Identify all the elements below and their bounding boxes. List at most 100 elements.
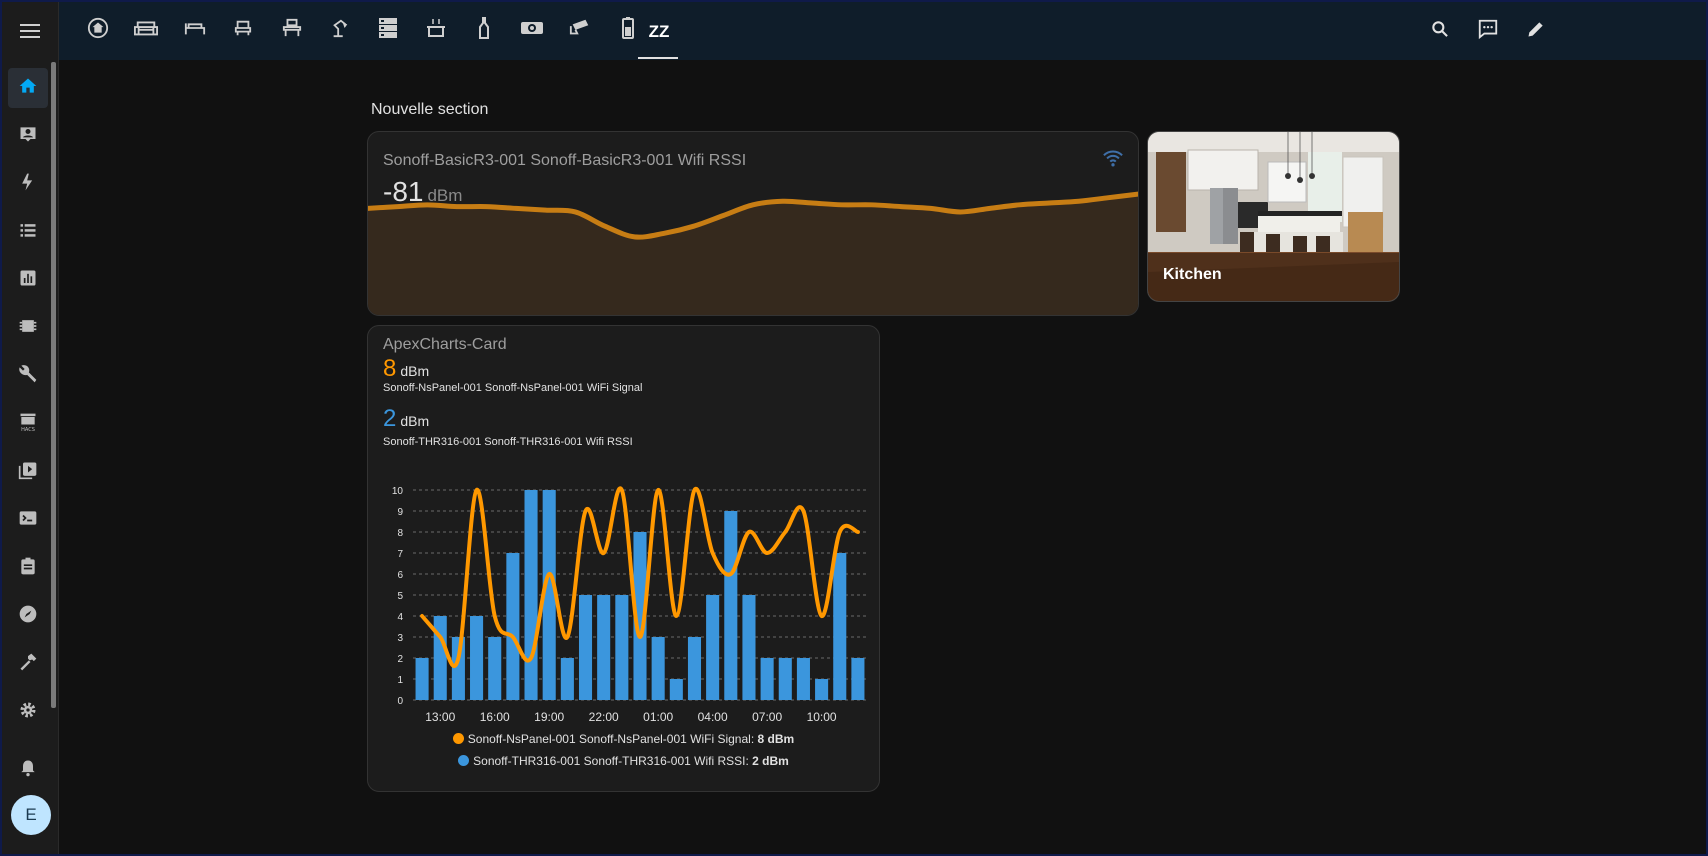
sidebar-item-hacs[interactable]: HACS [8,404,48,444]
tab-seat[interactable] [224,11,262,49]
y-tick-label: 0 [397,696,403,707]
sidebar-item-esphome[interactable] [8,308,48,348]
sofa-icon [134,18,158,43]
tab-cctv[interactable] [561,11,599,49]
svg-text:HACS: HACS [21,427,35,433]
sidebar-item-media[interactable] [8,452,48,492]
sensor-name: Sonoff-BasicR3-001 Sonoff-BasicR3-001 Wi… [383,152,747,169]
x-tick-label: 01:00 [643,710,673,724]
desk-lamp-icon [330,18,350,43]
tab-kitchen[interactable] [417,11,455,49]
sidebar-item-terminal[interactable] [8,500,48,540]
media-icon [18,460,38,485]
sidebar-item-todo[interactable] [8,548,48,588]
assist-button[interactable] [1469,12,1507,50]
tab-living-room[interactable] [127,11,165,49]
x-tick-label: 10:00 [807,710,837,724]
bar [506,553,520,700]
home-icon [18,76,38,101]
avatar-initial: E [25,805,37,824]
edit-icon [1526,19,1546,44]
tab-zz-label: ZZ [648,22,670,41]
sidebar-item-people[interactable] [8,116,48,156]
tab-bottle[interactable] [465,11,503,49]
bar [524,490,538,700]
sidebar-item-logbook[interactable] [8,212,48,252]
settings-icon [18,700,38,725]
bar [578,595,593,700]
bed-icon [184,19,206,42]
sensor-graph-card[interactable]: Sonoff-BasicR3-001 Sonoff-BasicR3-001 Wi… [367,131,1139,316]
bar [651,637,665,700]
desk-icon [282,18,302,43]
kitchen-picture-card[interactable]: Kitchen [1147,131,1400,302]
edit-button[interactable] [1517,12,1555,50]
hammer-icon [18,652,38,677]
x-tick-label: 13:00 [425,710,455,724]
bar [488,637,502,700]
sidebar-item-overview[interactable] [8,68,48,108]
wrench-icon [18,364,38,389]
x-tick-label: 07:00 [752,710,782,724]
tab-battery[interactable] [609,11,647,49]
sidebar-item-energy[interactable] [8,164,48,204]
tab-home[interactable] [79,11,117,49]
sidebar-item-map[interactable] [8,596,48,636]
x-tick-label: 19:00 [534,710,564,724]
bar [415,658,429,700]
y-tick-label: 9 [397,507,403,518]
apex-stat-1-name: Sonoff-NsPanel-001 Sonoff-NsPanel-001 Wi… [383,382,643,394]
search-button[interactable] [1421,12,1459,50]
picture-caption: Kitchen [1163,266,1222,283]
apexcharts-card[interactable]: 0 1 2 3 4 5 6 7 8 9 10 13:00 16:00 19:00 22:00 01:00 04:… [367,325,880,792]
sidebar-item-dev-tools[interactable] [8,644,48,684]
y-tick-label: 4 [397,612,403,623]
x-tick-label: 04:00 [698,710,728,724]
tab-server[interactable] [369,11,407,49]
bar [706,595,720,700]
x-tick-label: 16:00 [480,710,510,724]
bar [560,658,574,700]
tab-bedroom[interactable] [176,11,214,49]
bar [796,658,810,700]
bar [760,658,774,700]
tab-projector[interactable] [513,11,551,49]
y-tick-label: 5 [397,591,403,602]
picture-caption-bar: Kitchen [1148,253,1399,301]
bar [742,595,756,700]
projector-icon [520,19,544,42]
apex-stat-2-unit: dBm [400,413,430,429]
sidebar-scrollbar[interactable] [51,62,56,708]
legend-label-thr316: Sonoff-THR316-001 Sonoff-THR316-001 Wifi… [473,754,749,768]
avatar[interactable]: E [11,795,51,835]
legend-item-thr316[interactable]: Sonoff-THR316-001 Sonoff-THR316-001 Wifi… [368,754,879,768]
assist-icon [1477,18,1499,45]
y-tick-label: 3 [397,633,403,644]
seat-icon [234,19,252,42]
bar [433,616,447,700]
kitchen-image [1148,132,1399,301]
sidebar-item-tools[interactable] [8,356,48,396]
legend-item-nspanel[interactable]: Sonoff-NsPanel-001 Sonoff-NsPanel-001 Wi… [368,732,879,746]
y-tick-label: 1 [397,675,403,686]
tab-zz[interactable]: ZZ [638,12,680,52]
account-box-icon [18,124,38,149]
bar [451,637,465,700]
bar [815,679,829,700]
menu-icon[interactable] [10,11,50,51]
apex-stat-2: 2 dBm [383,405,429,433]
bar [778,658,792,700]
sidebar-item-settings[interactable] [8,692,48,732]
sidebar-item-notifications[interactable] [8,750,48,790]
server-icon [378,17,398,44]
bar [724,511,738,700]
hacs-icon: HACS [18,411,38,438]
sidebar-item-history[interactable] [8,260,48,300]
tab-lamp[interactable] [321,11,359,49]
search-icon [1430,19,1450,44]
bottle-icon [478,16,490,44]
section-title: Nouvelle section [371,101,489,118]
tab-desk[interactable] [273,11,311,49]
sensor-history-line [368,191,1138,240]
console-icon [18,508,38,533]
